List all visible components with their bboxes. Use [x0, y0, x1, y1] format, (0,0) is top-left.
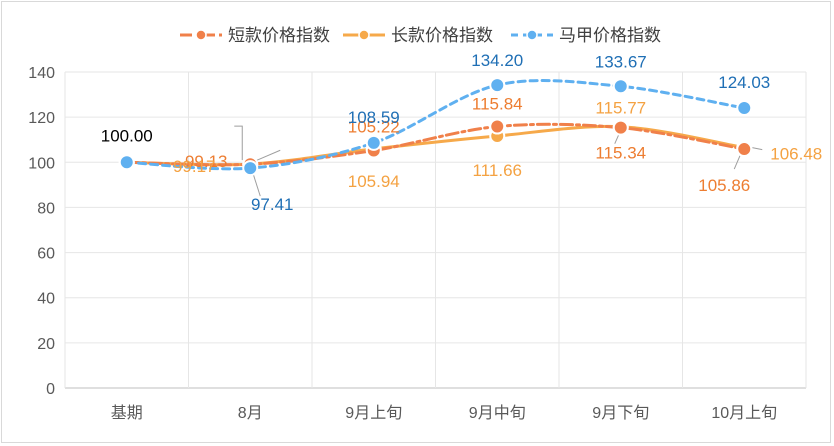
data-point [736, 141, 753, 158]
data-point [736, 100, 753, 117]
data-label: 115.77 [595, 99, 646, 118]
y-tick-label: 80 [37, 200, 55, 217]
y-tick-label: 40 [37, 291, 55, 308]
data-point [489, 77, 506, 94]
data-point [612, 119, 629, 136]
data-point [612, 78, 629, 95]
x-tick-label: 9月下旬 [592, 404, 649, 422]
data-label: 97.41 [251, 195, 294, 214]
data-label: 105.22 [348, 118, 400, 137]
data-point [489, 118, 506, 135]
data-label: 115.34 [595, 144, 646, 163]
data-label: 100.00 [101, 126, 153, 145]
data-label: 99.17 [173, 157, 216, 176]
y-axis: 0 20 40 60 80 100 120 140 [28, 65, 55, 398]
y-tick-label: 140 [28, 65, 55, 82]
legend-item: 短款价格指数 [180, 26, 330, 45]
series-line [125, 79, 746, 171]
gridlines [64, 71, 807, 389]
y-tick-label: 20 [37, 336, 55, 353]
series-lines [125, 79, 746, 171]
data-point [242, 160, 259, 177]
series-line [125, 122, 746, 167]
data-label: 133.67 [595, 52, 647, 71]
leader-line [752, 147, 763, 151]
y-tick-label: 60 [37, 246, 55, 263]
leader-line [252, 173, 261, 197]
legend-marker [195, 29, 207, 41]
data-label: 108.59 [348, 108, 400, 127]
data-label: 105.86 [698, 176, 750, 195]
data-point [365, 134, 382, 151]
data-label: 106.48 [770, 145, 822, 164]
data-label: 124.03 [718, 73, 770, 92]
x-tick-label: 10月上旬 [711, 404, 777, 422]
legend: 短款价格指数 长款价格指数 马甲价格指数 [180, 26, 661, 45]
data-label: 99.13 [185, 152, 228, 171]
x-tick-label: 基期 [111, 404, 143, 422]
data-label: 111.66 [473, 161, 522, 180]
y-tick-label: 0 [46, 381, 55, 398]
legend-marker [358, 29, 370, 41]
legend-item: 马甲价格指数 [511, 26, 661, 45]
y-tick-label: 100 [28, 155, 55, 172]
x-tick-label: 9月上旬 [345, 404, 402, 422]
data-label: 134.20 [471, 51, 523, 70]
data-point [118, 154, 135, 171]
legend-label: 短款价格指数 [228, 26, 330, 45]
legend-item: 长款价格指数 [343, 26, 493, 45]
leader-line [733, 154, 741, 170]
legend-label: 马甲价格指数 [559, 26, 661, 45]
leader-line [234, 125, 243, 161]
x-tick-label: 8月 [238, 405, 263, 422]
leader-line [614, 134, 620, 144]
data-labels: 99.13 105.22 115.84 115.34 105.86 99.17 105.94… [101, 51, 823, 214]
series-points [118, 77, 753, 177]
legend-marker [526, 29, 538, 41]
data-label: 105.94 [348, 172, 400, 191]
x-tick-label: 9月中旬 [469, 404, 526, 422]
x-axis: 基期 8月 9月上旬 9月中旬 9月下旬 10月上旬 [111, 404, 777, 422]
data-label: 115.84 [472, 95, 523, 114]
legend-label: 长款价格指数 [391, 26, 493, 45]
y-tick-label: 120 [28, 110, 55, 127]
